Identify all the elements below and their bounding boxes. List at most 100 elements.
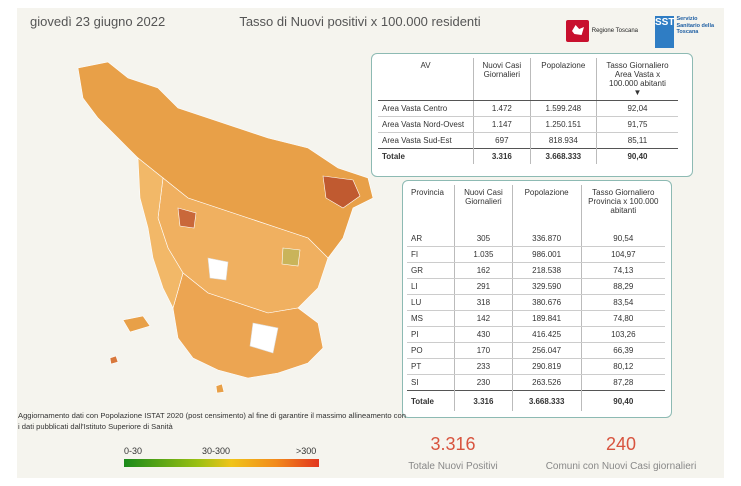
cell-province: LI [407, 278, 456, 295]
cell-population: 1.599.248 [530, 100, 597, 117]
cell-rate: 91,75 [596, 116, 678, 133]
cell-cases: 142 [454, 310, 513, 327]
column-header-cases: Nuovi Casi Giornalieri [454, 185, 513, 231]
area-vasta-table: AV Nuovi Casi Giornalieri Popolazione Ta… [378, 58, 678, 164]
cell-province: SI [407, 374, 456, 391]
table-row: GR 162 218.538 74,13 [407, 262, 665, 279]
cell-rate: 90,54 [581, 231, 665, 247]
cell-rate: 80,12 [581, 358, 665, 375]
cell-rate: 66,39 [581, 342, 665, 359]
map-region-high-east [322, 175, 361, 209]
table-row: Area Vasta Centro 1.472 1.599.248 92,04 [378, 100, 678, 117]
cell-rate: 85,11 [627, 136, 648, 145]
cell-rate: 74,80 [581, 310, 665, 327]
sst-logo-mark: SST [655, 16, 675, 48]
table-total-row: Totale 3.316 3.668.333 90,40 [378, 148, 678, 164]
column-header-population: Popolazione [530, 58, 597, 101]
cell-population: 380.676 [512, 294, 582, 311]
table-row: Area Vasta Nord-Ovest 1.147 1.250.151 91… [378, 116, 678, 133]
cell-province: PT [407, 358, 456, 375]
cell-population: 329.590 [512, 278, 582, 295]
area-vasta-table-box: AV Nuovi Casi Giornalieri Popolazione Ta… [371, 53, 693, 177]
sst-logo: SST Servizio Sanitario della Toscana [655, 16, 715, 48]
cell-population: 336.870 [512, 231, 582, 247]
column-header-rate: Tasso Giornaliero Provincia x 100.000 ab… [588, 188, 659, 215]
cell-population: 1.250.151 [530, 116, 597, 133]
kpi-total-positives-label: Totale Nuovi Positivi [408, 461, 498, 472]
kpi-total-positives-value: 3.316 [430, 434, 476, 454]
cell-province: LU [407, 294, 456, 311]
sst-logo-caption: Servizio Sanitario della Toscana [676, 16, 715, 35]
cell-cases: 162 [454, 262, 513, 279]
kpi-comuni-label: Comuni con Nuovi Casi giornalieri [545, 461, 697, 472]
cell-cases: 230 [454, 374, 513, 391]
column-header-rate[interactable]: Tasso Giornaliero Area Vasta x 100.000 a… [596, 58, 678, 101]
kpi-comuni: 240 Comuni con Nuovi Casi giornalieri [532, 434, 710, 472]
legend-high-label: >300 [296, 446, 317, 456]
cell-population: 256.047 [512, 342, 582, 359]
cell-cases: 318 [454, 294, 513, 311]
cell-total-population: 3.668.333 [530, 148, 597, 164]
column-header-province: Provincia [407, 185, 456, 231]
update-note: Aggiornamento dati con Popolazione ISTAT… [18, 411, 406, 431]
cell-rate: 103,26 [581, 326, 665, 343]
cell-cases: 1.035 [454, 246, 513, 263]
table-row: MS 142 189.841 74,80 [407, 310, 665, 327]
kpi-total-positives: 3.316 Totale Nuovi Positivi [398, 434, 508, 472]
provincia-table-box: Provincia Nuovi Casi Giornalieri Popolaz… [402, 180, 672, 418]
cell-cases: 291 [454, 278, 513, 295]
regione-toscana-emblem-icon [566, 20, 589, 42]
map-region-mid-green [281, 247, 301, 267]
map-region-high-west [177, 207, 197, 229]
cell-rate: 87,28 [613, 378, 634, 387]
table-header-row: Provincia Nuovi Casi Giornalieri Popolaz… [407, 185, 665, 231]
table-row: Area Vasta Sud-Est 697 818.934 85,11 [378, 132, 678, 149]
table-row: PO 170 256.047 66,39 [407, 342, 665, 359]
table-row: PT 233 290.819 80,12 [407, 358, 665, 375]
cell-population: 290.819 [512, 358, 582, 375]
column-header-population: Popolazione [512, 185, 582, 231]
cell-av: Area Vasta Centro [378, 100, 475, 117]
legend-color-scale [124, 459, 319, 467]
cell-total-cases: 3.316 [473, 148, 531, 164]
map-island-small [109, 355, 119, 365]
table-header-row: AV Nuovi Casi Giornalieri Popolazione Ta… [378, 58, 678, 101]
regione-toscana-logo: Regione Toscana [566, 18, 638, 44]
cell-total-label: Totale [407, 390, 456, 411]
column-header-av: AV [378, 58, 475, 101]
map-island-elba [122, 315, 151, 333]
report-date: giovedì 23 giugno 2022 [30, 14, 166, 29]
cell-population: 263.526 [512, 374, 582, 391]
cell-population: 218.538 [512, 262, 582, 279]
cell-population: 416.425 [512, 326, 582, 343]
table-row: FI 1.035 986.001 104,97 [407, 246, 665, 263]
map-region-coast [137, 157, 184, 309]
cell-av: Area Vasta Nord-Ovest [378, 116, 475, 133]
cell-population: 986.001 [512, 246, 582, 263]
table-row: PI 430 416.425 103,26 [407, 326, 665, 343]
table-row: SI 230 263.526 87,28 [407, 374, 665, 391]
legend-mid-label: 30-300 [202, 446, 231, 456]
map-island-giglio [215, 383, 225, 394]
cell-total-population: 3.668.333 [512, 390, 582, 411]
cell-total-label: Totale [378, 148, 475, 164]
cell-av: Area Vasta Sud-Est [378, 132, 475, 149]
table-row: LI 291 329.590 88,29 [407, 278, 665, 295]
table-row: AR 305 336.870 90,54 [407, 231, 665, 247]
cell-province: GR [407, 262, 456, 279]
legend-low-label: 0-30 [124, 446, 143, 456]
cell-province: PI [407, 326, 456, 343]
cell-province: MS [407, 310, 456, 327]
cell-total-rate: 90,40 [596, 148, 678, 164]
map-region-low-2 [249, 322, 279, 354]
cell-province: PO [407, 342, 456, 359]
provincia-table: Provincia Nuovi Casi Giornalieri Popolaz… [407, 185, 665, 411]
cell-rate: 104,97 [581, 246, 665, 263]
cell-total-rate: 90,40 [581, 390, 665, 411]
cell-province: AR [407, 231, 456, 247]
cell-population: 818.934 [530, 132, 597, 149]
page-title: Tasso di Nuovi positivi x 100.000 reside… [239, 14, 481, 29]
cell-cases: 1.472 [473, 100, 531, 117]
kpi-comuni-value: 240 [605, 434, 637, 454]
table-row: LU 318 380.676 83,54 [407, 294, 665, 311]
